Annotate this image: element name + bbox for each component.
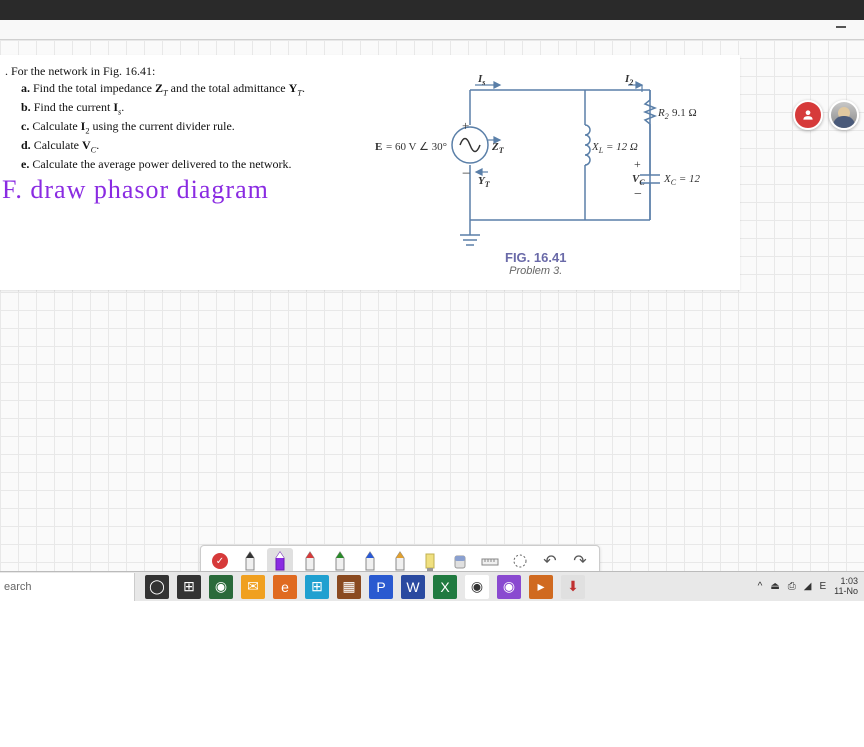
- pasted-content: . For the network in Fig. 16.41: a. Find…: [0, 55, 740, 290]
- intro-text: For the network in Fig. 16.41:: [11, 64, 155, 78]
- taskbar-app-12[interactable]: ▸: [529, 575, 553, 599]
- handwritten-annotation: F. draw phasor diagram: [2, 175, 269, 205]
- svg-text:YT: YT: [478, 175, 491, 189]
- svg-text:−: −: [634, 187, 642, 202]
- taskbar-app-1[interactable]: ⊞: [177, 575, 201, 599]
- avatar-user2[interactable]: [829, 100, 859, 130]
- svg-text:I2: I2: [624, 73, 633, 87]
- svg-text:9.1 Ω: 9.1 Ω: [672, 107, 697, 119]
- svg-text:ZT: ZT: [491, 141, 505, 155]
- taskbar-app-4[interactable]: e: [273, 575, 297, 599]
- avatar-user1[interactable]: [793, 100, 823, 130]
- problem-statement: . For the network in Fig. 16.41: a. Find…: [5, 63, 365, 173]
- taskbar-app-8[interactable]: W: [401, 575, 425, 599]
- svg-text:+: +: [462, 118, 469, 133]
- collaborator-avatars: [793, 100, 859, 130]
- figure-subtitle: Problem 3.: [505, 265, 566, 277]
- system-tray: ^ ⏏ ⎙ ◢ E 1:03 11-No: [758, 577, 864, 597]
- svg-text:+: +: [634, 157, 641, 171]
- taskbar-app-0[interactable]: ◯: [145, 575, 169, 599]
- taskbar-app-13[interactable]: ⬇: [561, 575, 585, 599]
- whiteboard-canvas[interactable]: . For the network in Fig. 16.41: a. Find…: [0, 40, 864, 580]
- taskbar-app-3[interactable]: ✉: [241, 575, 265, 599]
- empty-region: [0, 601, 864, 747]
- window-titlebar: [0, 0, 864, 20]
- minimize-icon[interactable]: [836, 26, 846, 28]
- tray-wifi-icon[interactable]: ◢: [804, 581, 812, 592]
- svg-text:XC = 12 Ω: XC = 12 Ω: [663, 173, 700, 187]
- tray-lang[interactable]: E: [819, 581, 826, 592]
- svg-text:= 60 V ∠ 30°: = 60 V ∠ 30°: [386, 141, 447, 153]
- taskbar-clock[interactable]: 1:03 11-No: [834, 577, 858, 597]
- figure-title: FIG. 16.41: [505, 250, 566, 265]
- tray-chevron-icon[interactable]: ^: [758, 581, 763, 592]
- taskbar-app-9[interactable]: X: [433, 575, 457, 599]
- svg-text:−: −: [462, 166, 470, 182]
- taskbar-app-6[interactable]: ▦: [337, 575, 361, 599]
- taskbar-app-2[interactable]: ◉: [209, 575, 233, 599]
- taskbar-app-10[interactable]: ◉: [465, 575, 489, 599]
- app-toolbar: [0, 20, 864, 40]
- svg-text:Is: Is: [477, 73, 485, 87]
- windows-taskbar: earch ◯ ⊞ ◉ ✉ e ⊞ ▦ PWX ◉ ◉ ▸ ⬇ ^ ⏏ ⎙ ◢ E 1:03 11-N…: [0, 571, 864, 601]
- taskbar-apps: ◯ ⊞ ◉ ✉ e ⊞ ▦ PWX ◉ ◉ ▸ ⬇: [135, 575, 585, 599]
- taskbar-app-7[interactable]: P: [369, 575, 393, 599]
- svg-text:R2: R2: [657, 107, 669, 121]
- taskbar-app-11[interactable]: ◉: [497, 575, 521, 599]
- figure-caption: FIG. 16.41 Problem 3.: [505, 250, 566, 277]
- taskbar-app-5[interactable]: ⊞: [305, 575, 329, 599]
- circuit-diagram: Is I2 ZT YT E = 60 V ∠ 30° + − XL = 12 Ω…: [370, 60, 700, 270]
- taskbar-search[interactable]: earch: [0, 573, 135, 601]
- tray-printer-icon[interactable]: ⎙: [788, 581, 796, 592]
- svg-text:XL = 12 Ω: XL = 12 Ω: [591, 141, 638, 155]
- svg-text:E: E: [375, 141, 382, 153]
- tray-usb-icon[interactable]: ⏏: [770, 581, 779, 592]
